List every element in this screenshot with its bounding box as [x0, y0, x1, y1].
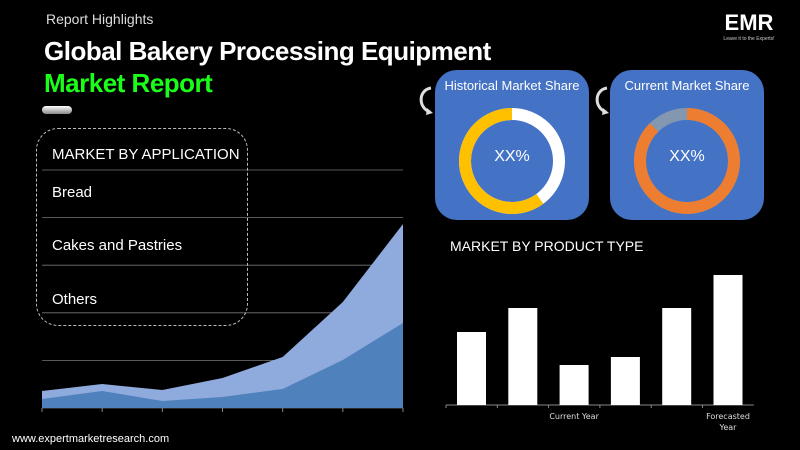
application-item-cakes: Cakes and Pastries — [52, 237, 183, 254]
area-series-light — [42, 224, 403, 408]
footer-url[interactable]: www.expertmarketresearch.com — [12, 433, 170, 445]
application-title: MARKET BY APPLICATION — [52, 146, 240, 163]
curved-arrow-icon — [595, 86, 609, 115]
bar — [610, 357, 640, 405]
current-share-card: Current Market Share XX% — [610, 70, 764, 220]
historical-share-card: Historical Market Share XX% — [435, 70, 589, 220]
current-donut — [634, 108, 740, 214]
bar — [457, 332, 486, 405]
current-share-title: Current Market Share — [624, 78, 750, 93]
application-box — [36, 128, 248, 326]
curved-arrow-icon — [419, 86, 433, 115]
donut-share — [459, 108, 565, 214]
logo-text: EMR — [724, 10, 774, 35]
application-item-bread: Bread — [52, 184, 93, 201]
bar — [662, 308, 692, 405]
emr-logo: EMR Leave it to the Experts! — [716, 10, 782, 50]
bar — [508, 308, 538, 405]
page-subtitle: Market Report — [44, 68, 213, 98]
product-bar-chart: Current Year Forecasted Year — [445, 275, 754, 432]
area-chart — [41, 169, 404, 412]
page-title: Global Bakery Processing Equipment — [44, 36, 491, 66]
x-tick-label: Forecasted — [706, 412, 750, 421]
current-share-value: XX% — [669, 148, 705, 165]
historical-share-title: Historical Market Share — [444, 78, 580, 93]
area-series-dark — [42, 323, 403, 408]
bar — [559, 365, 589, 405]
report-highlights-label: Report Highlights — [46, 11, 154, 27]
x-tick-label: Year — [719, 423, 738, 432]
historical-share-value: XX% — [494, 148, 530, 165]
decorative-pill — [42, 106, 72, 114]
logo-tagline: Leave it to the Experts! — [723, 36, 775, 42]
historical-donut — [459, 108, 565, 214]
bar — [713, 275, 743, 405]
donut-share — [634, 108, 740, 214]
application-item-others: Others — [52, 291, 98, 308]
x-tick-label: Current Year — [549, 412, 599, 421]
product-type-title: MARKET BY PRODUCT TYPE — [450, 238, 644, 254]
